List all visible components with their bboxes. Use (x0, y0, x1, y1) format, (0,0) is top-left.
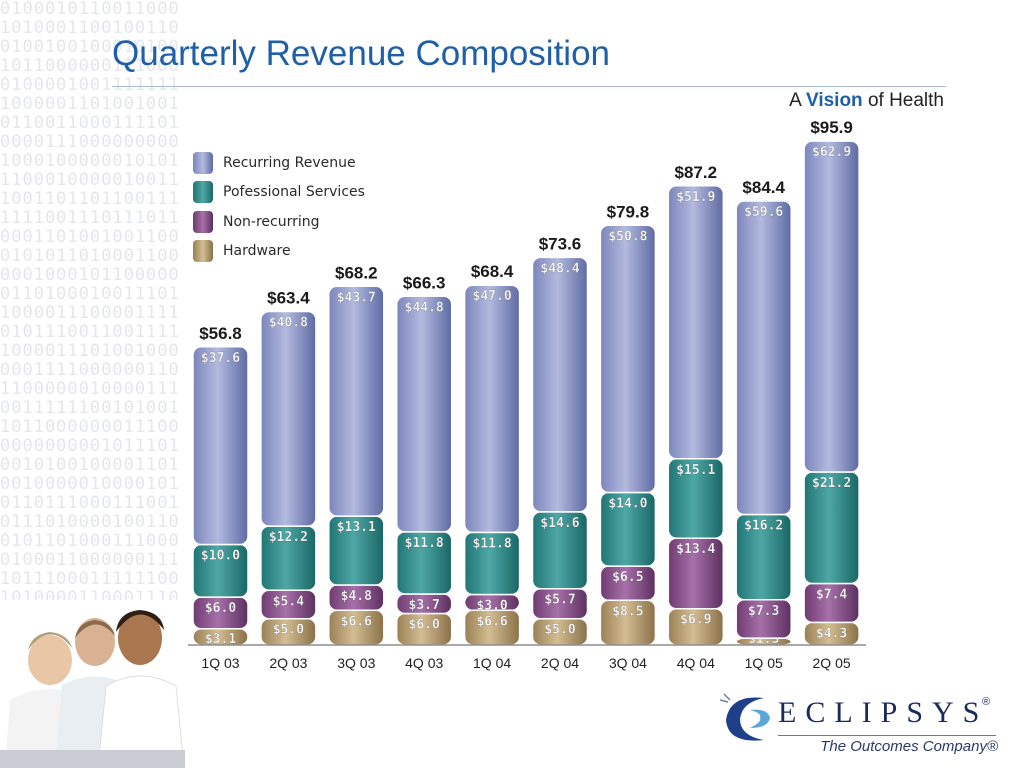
eclipse-mark-icon (720, 693, 770, 741)
bar-segment-recurring (735, 200, 792, 516)
segment-value-label: $14.0 (608, 496, 647, 511)
segment-value-label: $13.4 (676, 542, 715, 557)
segment-value-label: $6.6 (476, 614, 507, 629)
title-divider (112, 86, 946, 87)
segment-value-label: $5.0 (273, 623, 304, 638)
segment-value-label: $14.6 (540, 516, 579, 531)
segment-value-label: $21.2 (812, 476, 851, 491)
bar-segment-recurring (599, 224, 657, 494)
segment-value-label: $3.0 (476, 599, 507, 614)
x-tick-label: 1Q 03 (201, 655, 239, 671)
x-tick-label: 3Q 04 (609, 655, 647, 671)
legend-item-professional: Pofessional Services (193, 178, 365, 208)
x-tick-label: 1Q 05 (745, 655, 783, 671)
segment-value-label: $10.0 (201, 549, 240, 564)
legend-swatch-professional (193, 181, 213, 204)
tagline-emphasis: Vision (806, 90, 863, 111)
segment-value-label: $3.1 (205, 632, 236, 647)
page-title: Quarterly Revenue Composition (112, 34, 611, 73)
segment-value-label: $6.0 (205, 601, 236, 616)
bar-total-label: $87.2 (675, 163, 718, 182)
segment-value-label: $47.0 (473, 289, 512, 304)
segment-value-label: $13.1 (337, 520, 376, 535)
segment-value-label: $6.5 (612, 570, 643, 585)
bar-segment-recurring (260, 310, 317, 527)
segment-value-label: $37.6 (201, 351, 240, 366)
segment-value-label: $5.0 (544, 623, 575, 638)
x-tick-label: 3Q 03 (337, 655, 375, 671)
x-tick-label: 2Q 04 (541, 655, 579, 671)
bar-total-label: $63.4 (267, 289, 310, 308)
segment-value-label: $16.2 (744, 519, 783, 534)
tagline: A Vision of Health (789, 90, 944, 112)
segment-value-label: $6.0 (409, 617, 440, 632)
segment-value-label: $11.8 (405, 536, 444, 551)
bar-segment-recurring (328, 285, 385, 517)
segment-value-label: $11.8 (473, 536, 512, 551)
legend-swatch-nonrecurring (193, 210, 213, 233)
tagline-suffix: of Health (862, 90, 944, 111)
legend-label: Non-recurring (223, 213, 320, 230)
logo-registered: ® (982, 696, 991, 708)
bar-segment-recurring (192, 346, 249, 546)
segment-value-label: $40.8 (269, 316, 308, 331)
segment-value-label: $6.9 (680, 613, 711, 628)
legend-item-hardware: Hardware (193, 237, 365, 267)
bar-segment-recurring (667, 185, 725, 460)
stacked-bar-chart: $3.1 $6.0 $10.0 $37.6 $56.8 $5.0 $5.4 $12.2 $40.… (188, 118, 866, 671)
bar-total-label: $73.6 (539, 234, 582, 253)
bar-segment-recurring (803, 140, 860, 473)
logo-wordmark: ECLIPSYS (778, 696, 989, 729)
legend-swatch-hardware (193, 240, 213, 263)
segment-value-label: $4.8 (341, 589, 372, 604)
bar-segment-recurring (531, 256, 589, 513)
segment-value-label: $12.2 (269, 530, 308, 545)
eclipsys-logo: ECLIPSYS ® The Outcomes Company® (720, 688, 1000, 758)
x-tick-label: 4Q 03 (405, 655, 443, 671)
bar-total-label: $66.3 (403, 273, 446, 292)
legend-label: Recurring Revenue (223, 154, 356, 171)
segment-value-label: $50.8 (608, 229, 647, 244)
segment-value-label: $59.6 (744, 205, 783, 220)
bar-total-label: $56.8 (199, 324, 242, 343)
legend-item-recurring: Recurring Revenue (193, 148, 365, 178)
segment-value-label: $7.3 (748, 604, 779, 619)
segment-value-label: $51.9 (676, 190, 715, 205)
logo-tagline: The Outcomes Company® (820, 738, 998, 755)
bar-total-label: $95.9 (810, 118, 853, 137)
bar-total-label: $79.8 (607, 202, 650, 221)
segment-value-label: $43.7 (337, 290, 376, 305)
x-tick-label: 1Q 04 (473, 655, 511, 671)
x-tick-label: 2Q 03 (269, 655, 307, 671)
segment-value-label: $3.7 (409, 598, 440, 613)
segment-value-label: $15.1 (676, 463, 715, 478)
chart-legend: Recurring Revenue Pofessional Services N… (193, 148, 365, 266)
legend-label: Pofessional Services (223, 184, 365, 201)
segment-value-label: $7.4 (816, 587, 847, 602)
segment-value-label: $62.9 (812, 145, 851, 160)
binary-pattern-background: 0100010110011000 1010001100100110 010010… (0, 0, 180, 600)
logo-divider (778, 735, 996, 736)
legend-item-nonrecurring: Non-recurring (193, 207, 365, 237)
healthcare-professionals-photo (0, 610, 185, 768)
legend-label: Hardware (223, 243, 291, 260)
segment-value-label: $44.8 (405, 300, 444, 315)
legend-swatch-recurring (193, 151, 213, 174)
bar-total-label: $84.4 (742, 178, 785, 197)
segment-value-label: $8.5 (612, 604, 643, 619)
segment-value-label: $4.3 (816, 626, 847, 641)
segment-value-label: $5.7 (544, 593, 575, 608)
tagline-prefix: A (789, 90, 806, 111)
segment-value-label: $5.4 (273, 594, 304, 609)
bar-segment-recurring (463, 284, 521, 534)
x-tick-label: 4Q 04 (677, 655, 715, 671)
bar-total-label: $68.2 (335, 263, 378, 282)
bar-segment-recurring (395, 295, 453, 533)
segment-value-label: $6.6 (341, 614, 372, 629)
bar-total-label: $68.4 (471, 262, 514, 281)
x-tick-label: 2Q 05 (813, 655, 851, 671)
segment-value-label: $48.4 (540, 261, 579, 276)
